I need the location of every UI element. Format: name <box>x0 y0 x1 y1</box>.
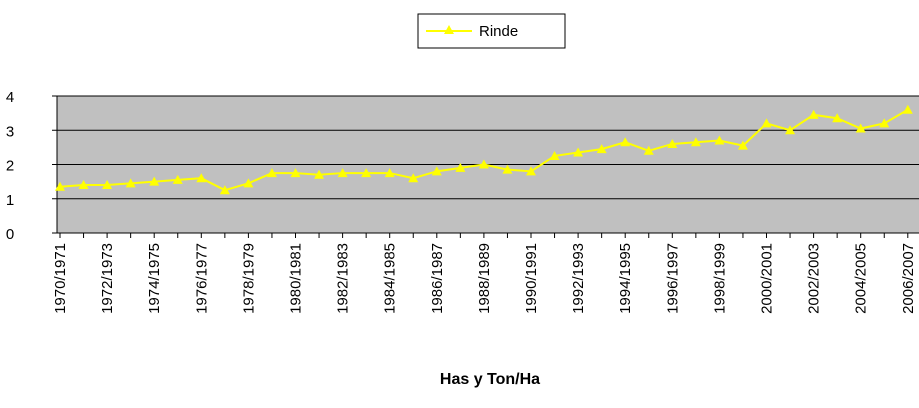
marker <box>314 169 325 179</box>
x-tick-label: 1998/1999 <box>711 243 728 314</box>
marker <box>643 145 654 155</box>
y-tick-label: 1 <box>6 192 14 209</box>
x-tick-label: 1996/1997 <box>664 243 681 314</box>
marker <box>196 173 207 183</box>
y-tick-label: 3 <box>6 123 14 140</box>
marker <box>620 137 631 147</box>
marker <box>243 178 254 188</box>
x-tick-label: 2006/2007 <box>900 243 917 314</box>
marker <box>502 164 513 174</box>
marker <box>431 166 442 176</box>
marker <box>714 135 725 145</box>
marker <box>690 137 701 147</box>
marker <box>526 166 536 176</box>
x-tick-label: 1994/1995 <box>617 243 634 314</box>
marker <box>149 176 160 186</box>
x-tick-label: 1982/1983 <box>335 243 352 314</box>
x-tick-label: 1976/1977 <box>193 243 210 314</box>
x-tick-label: 1970/1971 <box>52 243 69 314</box>
marker <box>219 185 230 195</box>
marker <box>737 140 748 150</box>
legend-label: Rinde <box>479 23 518 40</box>
marker <box>855 123 866 133</box>
y-tick-label: 4 <box>6 89 14 106</box>
x-tick-label: 2004/2005 <box>853 243 870 314</box>
x-tick-label: 1984/1985 <box>382 243 399 314</box>
x-tick-label: 2000/2001 <box>759 243 776 314</box>
marker <box>55 181 65 191</box>
marker <box>761 118 772 128</box>
x-tick-label: 1990/1991 <box>523 243 540 314</box>
marker <box>125 178 136 188</box>
y-tick-label: 0 <box>6 226 14 243</box>
marker <box>832 113 843 123</box>
x-tick-label: 1986/1987 <box>429 243 446 314</box>
x-tick-label: 1972/1973 <box>99 243 116 314</box>
marker <box>172 174 183 184</box>
marker <box>78 180 89 190</box>
x-tick-label: 1992/1993 <box>570 243 587 314</box>
x-axis-title: Has y Ton/Ha <box>440 371 540 388</box>
x-tick-label: 2002/2003 <box>806 243 823 314</box>
marker <box>808 109 819 119</box>
marker <box>478 159 489 169</box>
marker <box>596 144 607 154</box>
marker <box>785 125 796 135</box>
x-tick-label: 1980/1981 <box>288 243 305 314</box>
marker <box>902 104 913 114</box>
y-tick-label: 2 <box>6 158 14 175</box>
x-tick-label: 1988/1989 <box>476 243 493 314</box>
x-tick-label: 1978/1979 <box>240 243 257 314</box>
marker <box>266 168 277 178</box>
marker <box>290 168 301 178</box>
marker <box>879 118 890 128</box>
marker <box>337 168 348 178</box>
marker <box>667 138 678 148</box>
marker <box>361 168 372 178</box>
marker <box>102 180 113 190</box>
legend-marker <box>444 25 454 34</box>
marker <box>549 150 560 160</box>
marker <box>408 173 419 183</box>
x-tick-label: 1974/1975 <box>146 243 163 314</box>
marker <box>455 162 466 172</box>
marker <box>384 168 395 178</box>
marker <box>573 147 584 157</box>
